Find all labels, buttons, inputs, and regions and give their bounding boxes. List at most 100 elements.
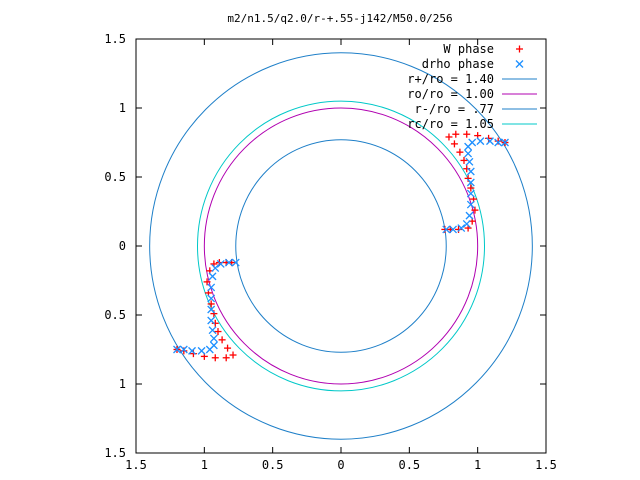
series-1-point-4 — [208, 272, 217, 281]
series-0-point-9 — [224, 344, 232, 352]
series-1-point-13-d2 — [197, 346, 206, 355]
x-tick-label-1: 1 — [201, 458, 208, 472]
series-1-point-22 — [466, 200, 475, 209]
series-0-point-28 — [464, 174, 472, 182]
series-1-point-10-d2 — [209, 334, 218, 343]
series-1-point-14-d2 — [188, 346, 196, 355]
series-1-point-15-d2 — [179, 345, 188, 354]
legend-label-4: r-/ro = .77 — [415, 102, 494, 116]
series-1-point-24-d2 — [466, 178, 475, 187]
circle-series-4 — [235, 139, 447, 353]
series-1-point-25-d2 — [466, 167, 475, 176]
x-tick-label-3: 0 — [337, 458, 344, 472]
series-1-point-33-d2 — [501, 138, 509, 147]
series-1-point-18 — [449, 225, 458, 234]
series-1-point-27-d2 — [464, 149, 473, 158]
series-1-point-26 — [465, 157, 474, 166]
series-0-point-34 — [452, 130, 460, 138]
y-tick-label-6: 1.5 — [104, 32, 126, 46]
circle-series-2 — [149, 52, 533, 440]
series-0-point-14 — [189, 350, 197, 358]
x-tick-label-5: 1 — [474, 458, 481, 472]
series-1-point-21 — [465, 211, 474, 220]
x-tick-label-6: 1.5 — [535, 458, 557, 472]
series-0-point-12 — [211, 354, 219, 362]
points-layer — [173, 130, 509, 362]
legend-label-1: drho phase — [422, 57, 494, 71]
series-1-point-25 — [466, 167, 475, 176]
series-1-point-8 — [207, 316, 216, 325]
series-1-point-5-d2 — [207, 283, 216, 292]
series-1-point-12 — [205, 345, 214, 354]
legend-sample-1-d2 — [515, 60, 524, 68]
series-1-point-29 — [468, 138, 477, 147]
y-tick-label-4: 0.5 — [104, 170, 126, 184]
series-1-point-7-d2 — [207, 305, 216, 314]
series-0-point-25 — [471, 206, 479, 214]
series-0-point-22 — [455, 225, 463, 233]
series-1-point-26-d2 — [465, 157, 474, 166]
series-1-point-22-d2 — [466, 200, 475, 209]
legend-label-5: rc/ro = 1.05 — [407, 117, 494, 131]
y-tick-label-2: 0.5 — [104, 308, 126, 322]
series-0-point-35 — [463, 130, 471, 138]
series-1-point-1-d2 — [224, 258, 233, 267]
series-0-point-30 — [460, 156, 468, 164]
series-1-point-33 — [501, 138, 509, 147]
series-0-point-2 — [203, 278, 211, 286]
series-1-point-6 — [207, 294, 216, 303]
x-tick-label-0: 1.5 — [125, 458, 147, 472]
legend-label-2: r+/ro = 1.40 — [407, 72, 494, 86]
series-1-point-32-d2 — [494, 138, 503, 147]
series-1-point-5 — [207, 283, 216, 292]
series-1-point-2-d2 — [216, 259, 225, 268]
series-1-point-16 — [173, 345, 181, 354]
chart-title: m2/n1.5/q2.0/r-+.55-j142/M50.0/256 — [227, 12, 452, 25]
series-0-point-31 — [456, 148, 464, 156]
series-1-point-19-d2 — [457, 224, 466, 233]
series-1-point-30 — [476, 137, 485, 146]
series-1-point-3-d2 — [211, 264, 220, 273]
series-0-point-32 — [450, 140, 458, 148]
series-0-point-33 — [445, 133, 453, 141]
series-1-point-31 — [486, 137, 494, 146]
series-0-point-10 — [229, 351, 237, 359]
series-1-point-17 — [442, 225, 451, 234]
series-1-point-7 — [207, 305, 216, 314]
series-1-point-2 — [216, 259, 225, 268]
series-1-point-21-d2 — [465, 211, 474, 220]
series-0-point-5 — [210, 310, 218, 318]
series-0-point-8 — [218, 336, 226, 344]
ticks-layer: 1.5 1 0.5 0 0.5 1 1.51.510.500.511.5 — [104, 32, 557, 472]
series-1-point-14 — [188, 346, 196, 355]
series-1-point-30-d2 — [476, 137, 485, 146]
series-1-point-12-d2 — [205, 345, 214, 354]
series-1-point-1 — [224, 258, 233, 267]
series-1-point-17-d2 — [442, 225, 451, 234]
series-0-point-38 — [494, 137, 502, 145]
series-0-point-7 — [214, 328, 222, 336]
series-1-point-10 — [209, 334, 218, 343]
series-1-point-23-d2 — [466, 189, 475, 198]
series-1-point-0 — [231, 258, 240, 267]
series-1-point-20 — [462, 219, 471, 228]
series-1-point-27 — [464, 149, 473, 158]
series-1-point-29-d2 — [468, 138, 477, 147]
series-0-point-11 — [222, 354, 230, 362]
series-1-point-4-d2 — [208, 272, 217, 281]
series-1-point-13 — [197, 346, 206, 355]
circle-series-3 — [203, 107, 479, 385]
series-0-point-29 — [463, 165, 471, 173]
series-1-point-8-d2 — [207, 316, 216, 325]
series-1-point-9-d2 — [208, 326, 217, 335]
series-1-point-18-d2 — [449, 225, 458, 234]
series-0-point-4 — [207, 300, 215, 308]
x-tick-label-2: 0.5 — [262, 458, 284, 472]
series-0-point-6 — [211, 319, 219, 327]
series-1-point-9 — [208, 326, 217, 335]
y-tick-label-0: 1.5 — [104, 446, 126, 460]
legend-sample-1 — [515, 60, 524, 68]
circle-series-5 — [197, 100, 485, 392]
